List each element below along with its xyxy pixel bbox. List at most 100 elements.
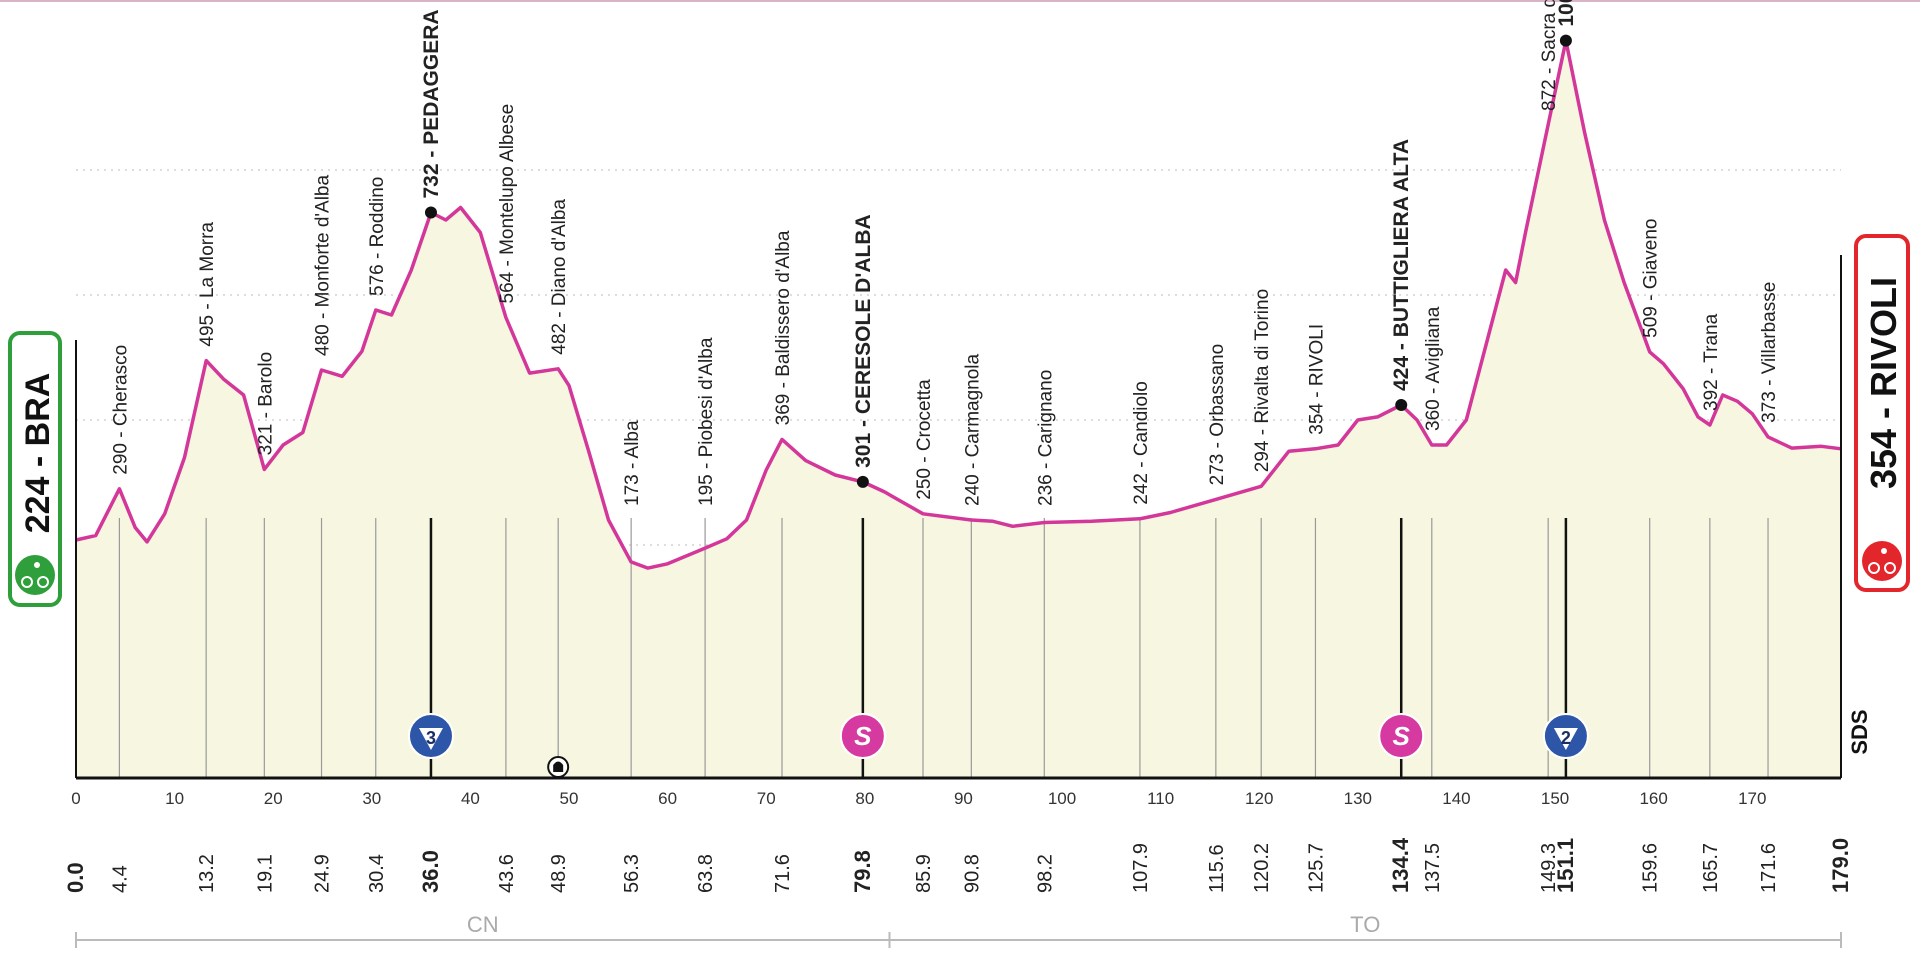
- sprint-letter: S: [1393, 721, 1411, 751]
- tunnel-icon: [547, 756, 570, 778]
- start-badge: 224 - BRA: [8, 331, 62, 607]
- point-label: 236 - Carignano: [1035, 370, 1056, 506]
- badges: 3 S S 2: [407, 713, 1589, 778]
- start-badge-frame: [8, 331, 62, 607]
- point-label: 301 - CERESOLE D'ALBA: [852, 214, 875, 468]
- finish-badge-frame: [1854, 234, 1910, 592]
- km-label: 71.6: [772, 854, 794, 893]
- point-label: 240 - Carmagnola: [962, 353, 983, 506]
- point-label: 242 - Candiolo: [1131, 381, 1152, 505]
- x-axis: 0 10 20 30 40 50 60 70 80 90 100 110 120 130 140 150 160…: [63, 255, 1853, 893]
- km-label: 43.6: [496, 854, 518, 893]
- km-label: 36.0: [418, 850, 443, 893]
- point-label: 495 - La Morra: [197, 222, 218, 347]
- km-label: 56.3: [621, 854, 643, 893]
- x-tick-label: 140: [1442, 789, 1470, 808]
- km-label: 179.0: [1828, 838, 1853, 893]
- profile-area: [76, 40, 1841, 779]
- point-label: 424 - BUTTIGLIERA ALTA: [1390, 139, 1413, 391]
- start-cyclist-icon: [15, 555, 55, 595]
- km-label: 165.7: [1700, 843, 1722, 893]
- point-label: 250 - Crocetta: [914, 379, 935, 500]
- km-label: 63.8: [695, 854, 717, 893]
- km-label: 98.2: [1034, 854, 1056, 893]
- kom-badge: 3: [407, 713, 454, 759]
- point-label: 294 - Rivalta di Torino: [1252, 289, 1273, 472]
- kom-category: 3: [426, 728, 436, 748]
- point-label: 392 - Trana: [1701, 313, 1722, 411]
- point-label: 273 - Orbassano: [1207, 344, 1228, 486]
- province-label: TO: [1350, 912, 1380, 937]
- sprint-circle: [839, 713, 886, 759]
- kom-badge: 2: [1542, 713, 1589, 759]
- x-tick-label: 130: [1344, 789, 1372, 808]
- summit-marker: [1559, 34, 1572, 47]
- km-label: 120.2: [1251, 843, 1273, 893]
- km-label: 125.7: [1305, 843, 1327, 893]
- summit-marker: [1395, 399, 1408, 411]
- km-label: 134.4: [1388, 837, 1413, 893]
- kom-triangle-icon: [418, 728, 443, 750]
- km-label: 171.6: [1758, 843, 1780, 893]
- point-label: 576 - Roddino: [367, 177, 388, 296]
- sds-logo: SDS: [1847, 709, 1872, 754]
- x-tick-label: 0: [71, 789, 80, 808]
- bike-wheel-icon: [37, 576, 49, 588]
- kom-triangle-icon: [1553, 728, 1578, 750]
- point-label: 354 - RIVOLI: [1306, 324, 1327, 435]
- km-label: 48.9: [548, 854, 570, 893]
- km-label: 19.1: [254, 854, 276, 893]
- summit-marker: [856, 475, 869, 488]
- x-tick-label: 80: [855, 789, 874, 808]
- x-tick-label: 50: [560, 789, 579, 808]
- tunnel-arch: [553, 761, 564, 772]
- km-label: 115.6: [1206, 844, 1228, 893]
- x-tick-label: 30: [362, 789, 381, 808]
- province-bar: CN TO: [75, 912, 1842, 948]
- sprint-badge: S: [1378, 713, 1425, 759]
- x-tick-label: 90: [954, 789, 973, 808]
- x-tick-label: 70: [757, 789, 776, 808]
- km-label: 30.4: [366, 854, 388, 893]
- x-tick-label: 150: [1541, 789, 1569, 808]
- km-label: 149.3: [1538, 843, 1560, 893]
- point-label: 195 - Piobesi d'Alba: [696, 337, 717, 506]
- province-label: CN: [467, 912, 499, 937]
- x-tick-label: 110: [1147, 789, 1174, 808]
- sprint-badge: S: [839, 713, 886, 759]
- point-label: 290 - Cherasco: [110, 345, 131, 475]
- finish-label: 354 - RIVOLI: [1863, 277, 1904, 489]
- start-finish: 224 - BRA 354 - RIVOLI SDS: [8, 234, 1910, 755]
- point-label: 509 - Giaveno: [1641, 219, 1662, 338]
- point-label: 564 - Montelupo Albese: [497, 104, 518, 304]
- start-label: 224 - BRA: [19, 373, 57, 534]
- x-tick-label: 10: [165, 789, 184, 808]
- sprint-letter: S: [854, 721, 872, 751]
- point-label: 373 - Villarbasse: [1759, 282, 1780, 423]
- km-label: 151.1: [1553, 838, 1578, 893]
- km-label: 107.9: [1130, 843, 1152, 893]
- point-label: 173 - Alba: [622, 420, 643, 506]
- x-tick-label: 40: [461, 789, 480, 808]
- point-label: 872 - Sacra di San Michele: [1539, 0, 1560, 111]
- point-label: 369 - Baldissero d'Alba: [773, 230, 794, 425]
- km-label: 24.9: [312, 854, 334, 893]
- km-label: 4.4: [109, 865, 131, 893]
- point-label: 321 - Barolo: [255, 352, 276, 456]
- bike-wheel-icon: [21, 576, 33, 588]
- point-label: 360 - Avigliana: [1423, 306, 1444, 431]
- km-label: 159.6: [1640, 843, 1662, 893]
- bike-wheel-icon: [1884, 562, 1896, 574]
- profile-fill: [76, 40, 1841, 779]
- finish-cyclist-icon: [1862, 541, 1902, 581]
- km-label: 13.2: [196, 854, 218, 893]
- point-label: 732 - PEDAGGERA: [420, 9, 443, 198]
- profile-line: [75, 34, 1842, 570]
- point-labels: 290 - Cherasco 495 - La Morra 321 - Barolo…: [110, 0, 1780, 506]
- km-label: 0.0: [63, 862, 88, 893]
- x-tick-label: 20: [264, 789, 283, 808]
- x-tick-label: 160: [1639, 789, 1667, 808]
- rider-head-icon: [1881, 548, 1887, 554]
- sprint-circle: [1378, 713, 1425, 759]
